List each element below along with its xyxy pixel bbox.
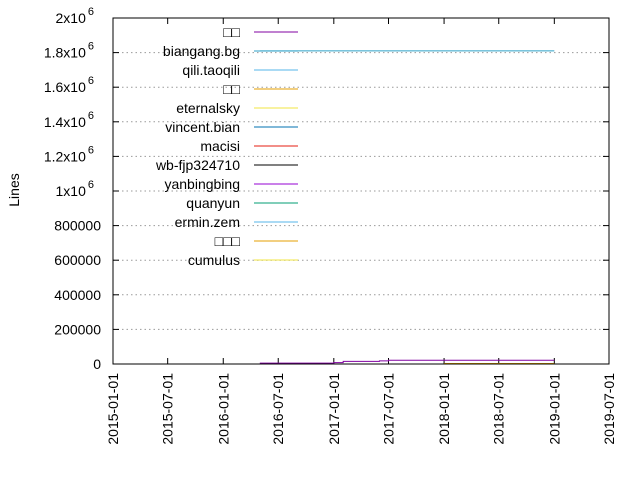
x-tick-label: 2016-01-01 (215, 373, 231, 445)
y-axis-label: Lines (6, 173, 22, 206)
y-tick-label: 1.6x10 6 (44, 75, 94, 95)
legend-label: □□ (223, 24, 240, 40)
series-layer (259, 50, 555, 364)
y-tick-label: 200000 (54, 321, 101, 337)
legend: □□ biangang.bg qili.taoqili □□ eternalsky vin… (155, 24, 298, 268)
legend-label: □□□ (215, 233, 241, 249)
y-tick-exponent: 6 (88, 179, 94, 191)
legend-label: vincent.bian (165, 119, 240, 135)
legend-label: ermin.zem (175, 214, 240, 230)
y-tick-label: 1x10 6 (56, 179, 94, 199)
x-tick-label: 2015-01-01 (105, 373, 121, 445)
series-line (259, 359, 555, 364)
x-tick-label: 2018-01-01 (436, 373, 452, 445)
legend-label: qili.taoqili (182, 62, 240, 78)
y-tick-exponent: 6 (88, 144, 94, 156)
x-tick-label: 2019-07-01 (601, 373, 617, 445)
x-tick-label: 2018-07-01 (491, 373, 507, 445)
y-tick-label: 1.2x10 6 (44, 144, 94, 164)
x-tick-label: 2015-07-01 (160, 373, 176, 445)
legend-label: cumulus (188, 252, 240, 268)
legend-label: biangang.bg (163, 43, 240, 59)
y-tick-label: 600000 (54, 252, 101, 268)
y-tick-label: 2x10 6 (56, 6, 94, 26)
legend-label: macisi (200, 138, 240, 154)
y-tick-label: 400000 (54, 287, 101, 303)
y-tick-exponent: 6 (88, 110, 94, 122)
y-tick-label: 1.8x10 6 (44, 41, 94, 61)
legend-label: □□ (223, 81, 240, 97)
legend-label: wb-fjp324710 (155, 157, 240, 173)
legend-label: eternalsky (176, 100, 240, 116)
grid-lines (113, 52, 609, 330)
y-tick-exponent: 6 (88, 6, 94, 18)
x-tick-label: 2017-07-01 (380, 373, 396, 445)
y-tick-exponent: 6 (88, 41, 94, 53)
x-tick-label: 2017-01-01 (326, 373, 342, 445)
legend-label: quanyun (186, 195, 240, 211)
plot-border (112, 17, 610, 365)
legend-label: yanbingbing (164, 176, 240, 192)
x-tick-label: 2016-07-01 (270, 373, 286, 445)
y-tick-exponent: 6 (88, 75, 94, 87)
y-tick-labels: 0 200000 400000 600000 800000 1x10 6 1.2x10 6 1.4… (44, 6, 101, 372)
x-tick-label: 2019-01-01 (546, 373, 562, 445)
y-tick-label: 0 (93, 356, 101, 372)
y-tick-label: 1.4x10 6 (44, 110, 94, 130)
x-tick-labels: 2015-01-01 2015-07-01 2016-01-01 2016-07-01… (105, 373, 617, 445)
y-tick-label: 800000 (54, 218, 101, 234)
